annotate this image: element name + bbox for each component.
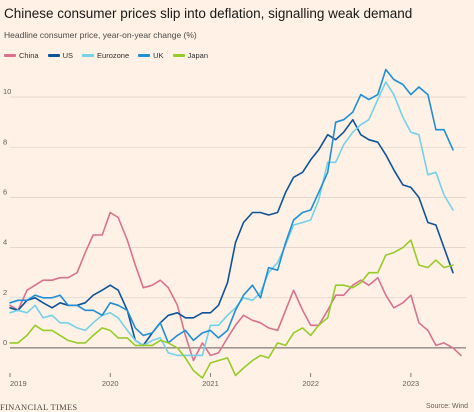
legend-swatch-eurozone xyxy=(82,54,95,57)
y-tick-label-2: 2 xyxy=(3,288,7,297)
series-line-eurozone xyxy=(9,81,454,357)
chart-subtitle: Headline consumer price, year-on-year ch… xyxy=(4,30,197,40)
legend-label-eurozone: Eurozone xyxy=(97,51,130,60)
chart-title: Chinese consumer prices slip into deflat… xyxy=(4,6,413,21)
source-note: Source: Wind xyxy=(425,403,468,410)
series-line-uk xyxy=(9,68,454,344)
legend-swatch-us xyxy=(47,54,60,57)
series-line-japan xyxy=(9,239,454,379)
legend-label-us: US xyxy=(62,51,74,60)
legend-label-china: China xyxy=(19,51,39,60)
brand-footer: FINANCIAL TIMES xyxy=(0,402,78,412)
x-tick-label-2022: 2022 xyxy=(302,379,319,388)
legend-item-japan: Japan xyxy=(172,51,208,60)
series-line-china xyxy=(9,211,462,362)
y-tick-label-4: 4 xyxy=(3,238,7,247)
x-tick-label-2021: 2021 xyxy=(202,379,219,388)
legend-label-japan: Japan xyxy=(187,51,208,60)
legend-swatch-china xyxy=(4,54,16,57)
x-tick-label-2020: 2020 xyxy=(102,379,119,388)
legend-swatch-uk xyxy=(138,54,151,57)
legend-swatch-japan xyxy=(172,54,185,57)
series-line-us xyxy=(9,118,454,347)
legend-item-china: China xyxy=(4,51,39,60)
legend-item-uk: UK xyxy=(138,51,164,60)
y-tick-label-6: 6 xyxy=(3,187,7,196)
x-tick-label-2023: 2023 xyxy=(403,379,420,388)
chart-legend: China US Eurozone UK Japan xyxy=(4,51,208,60)
y-tick-label-0: 0 xyxy=(3,338,7,347)
y-tick-label-10: 10 xyxy=(3,87,11,96)
y-tick-label-8: 8 xyxy=(3,137,7,146)
legend-label-uk: UK xyxy=(153,51,164,60)
legend-item-eurozone: Eurozone xyxy=(82,51,129,60)
legend-item-us: US xyxy=(47,51,74,60)
x-tick-label-2019: 2019 xyxy=(10,379,27,388)
